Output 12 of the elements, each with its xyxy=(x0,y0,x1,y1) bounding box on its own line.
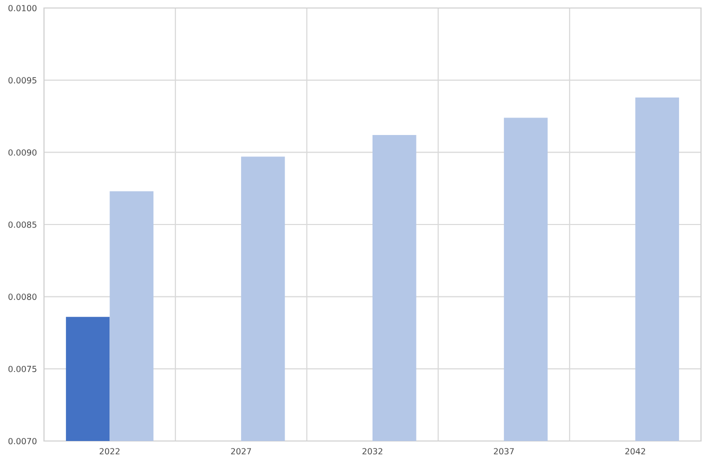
x-tick-label: 2022 xyxy=(100,448,120,454)
x-tick-label: 2042 xyxy=(625,448,646,454)
x-tick-label: 2032 xyxy=(362,448,382,454)
y-tick-label: 0.0080 xyxy=(8,294,36,300)
y-tick-label: 0.0070 xyxy=(8,438,36,444)
x-tick-label: 2037 xyxy=(494,448,514,454)
y-tick-label: 0.0095 xyxy=(8,77,36,84)
y-tick-label: 0.0085 xyxy=(8,221,36,228)
x-tick-label: 2027 xyxy=(231,448,251,454)
y-tick-label: 0.0100 xyxy=(8,4,36,12)
y-tick-label: 0.0075 xyxy=(8,366,36,372)
y-tick-label: 0.0090 xyxy=(8,149,36,156)
